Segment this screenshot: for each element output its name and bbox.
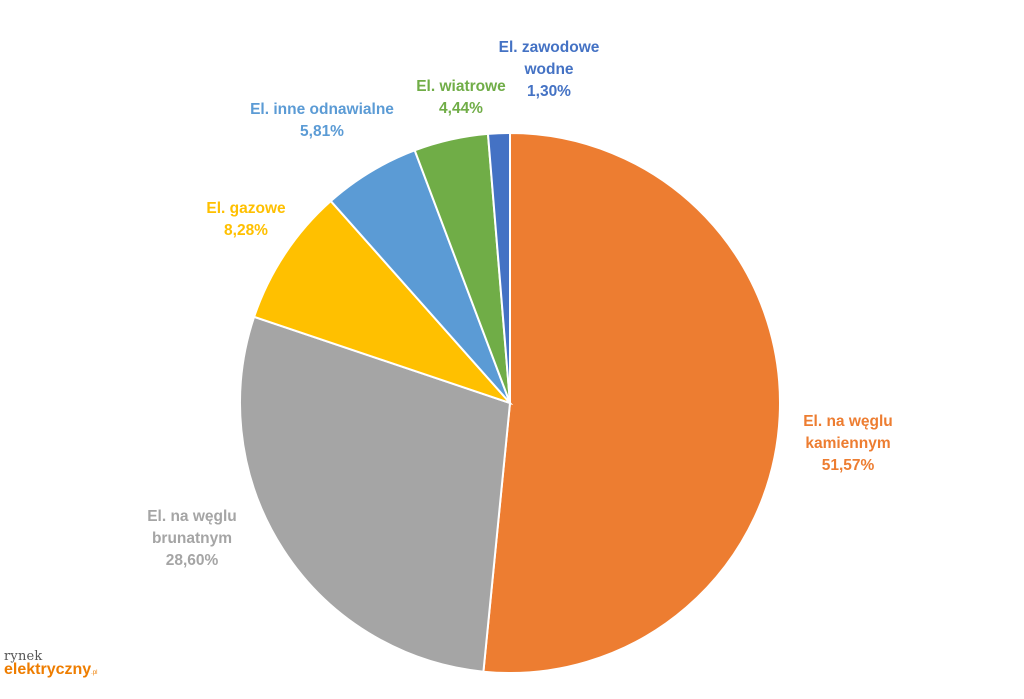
- site-logo: rynek elektryczny.pl: [4, 650, 98, 678]
- slice-label-1: El. na węglu kamiennym 51,57%: [803, 413, 893, 474]
- pie-slice-6: [486, 131, 511, 404]
- pie-slice-2: [239, 315, 512, 673]
- logo-tld: .pl: [91, 670, 98, 676]
- pie-labels: El. na węglu kamiennym 51,57% El. na węglu b…: [147, 39, 893, 569]
- pie-slices: [239, 131, 782, 674]
- slice-label-3: El. gazowe 8,28%: [206, 200, 286, 239]
- slice-label-4: El. inne odnawialne 5,81%: [250, 101, 394, 140]
- pie-slice-3: [252, 199, 514, 406]
- logo-line-elektryczny: elektryczny.pl: [4, 662, 98, 678]
- logo-line-rynek: rynek: [4, 649, 43, 664]
- pie-slice-1: [482, 131, 782, 674]
- slice-label-2: El. na węglu brunatnym 28,60%: [147, 508, 237, 569]
- logo-word: elektryczny: [4, 661, 92, 678]
- slice-label-5: El. wiatrowe 4,44%: [416, 78, 506, 117]
- slice-label-6: El. zawodowe wodne 1,30%: [499, 39, 600, 100]
